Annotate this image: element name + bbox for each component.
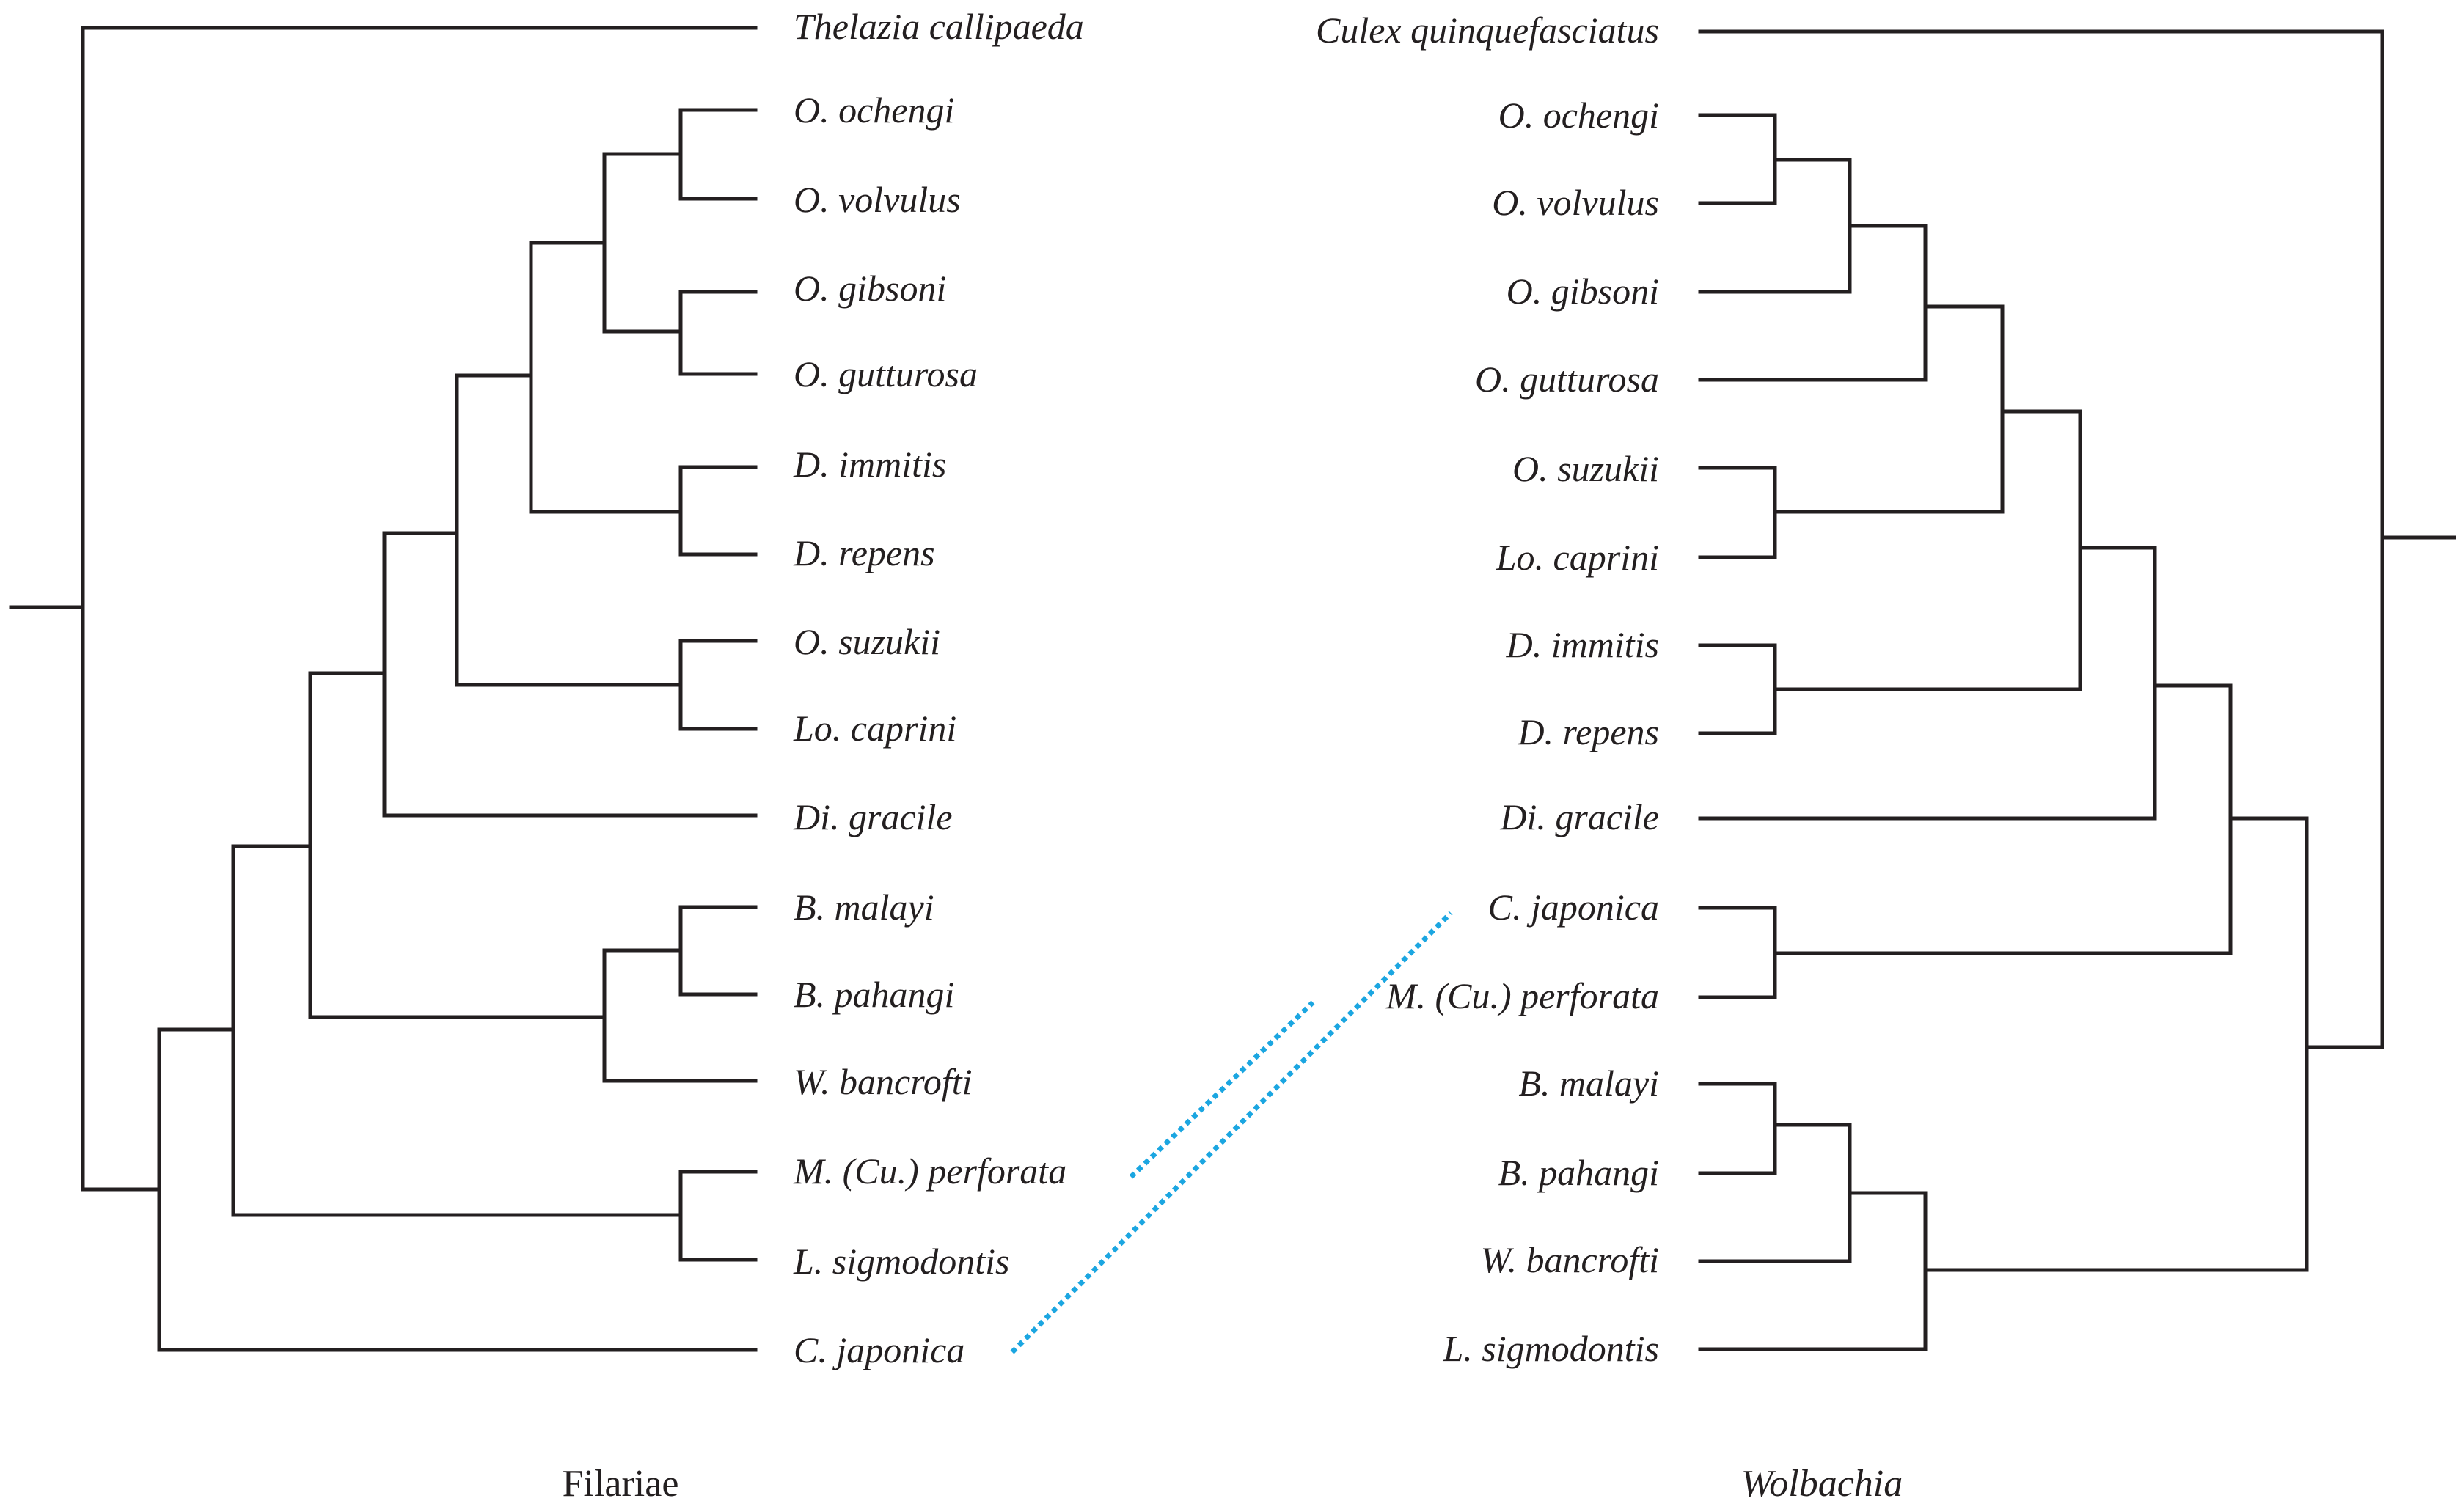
filariae-branch	[157, 1027, 758, 1352]
filariae-branch	[382, 531, 758, 818]
wolbachia-taxon-label: D. repens	[1517, 711, 1659, 752]
filariae-branch	[602, 152, 683, 334]
wolbachia-branch	[1698, 1082, 1777, 1175]
filariae-branch	[602, 948, 758, 1083]
filariae-taxon-label: Thelazia callipaeda	[794, 6, 1084, 47]
filariae-branch	[678, 639, 758, 731]
filariae-taxon-label: Lo. caprini	[793, 708, 956, 749]
wolbachia-branch	[1698, 29, 2384, 1049]
wolbachia-taxon-label: D. immitis	[1506, 624, 1659, 665]
wolbachia-branch	[1698, 466, 1777, 559]
filariae-taxon-label: O. ochengi	[794, 89, 954, 131]
filariae-branch	[529, 241, 683, 514]
filariae-branch	[81, 26, 758, 1192]
wolbachia-branch	[1698, 546, 2157, 821]
filariae-branch	[678, 290, 758, 376]
filariae-branch	[678, 1170, 758, 1262]
association-links	[1010, 911, 1453, 1354]
wolbachia-labels: Culex quinquefasciatus O. ochengi O. vol…	[1316, 10, 1659, 1369]
filariae-taxon-label: W. bancrofti	[794, 1061, 973, 1102]
filariae-taxon-label: B. pahangi	[794, 974, 954, 1015]
wolbachia-taxon-label: W. bancrofti	[1480, 1239, 1659, 1280]
wolbachia-branch	[1773, 304, 2005, 514]
wolbachia-branch	[1698, 224, 1928, 382]
filariae-branch	[678, 465, 758, 557]
filariae-taxon-label: C. japonica	[794, 1329, 964, 1370]
filariae-taxon-label: O. volvulus	[794, 179, 961, 220]
wolbachia-taxon-label: Di. gracile	[1499, 796, 1659, 837]
filariae-branch	[678, 905, 758, 997]
filariae-branch	[308, 671, 607, 1019]
wolbachia-branch	[1698, 643, 1777, 735]
wolbachia-taxon-label: O. suzukii	[1512, 448, 1659, 489]
filariae-taxon-label: B. malayi	[794, 887, 934, 928]
filariae-branch	[678, 108, 758, 201]
wolbachia-taxon-label: L. sigmodontis	[1442, 1328, 1659, 1369]
filariae-taxon-label: M. (Cu.) perforata	[793, 1150, 1066, 1192]
wolbachia-branch	[1698, 1123, 1852, 1263]
filariae-taxon-label: D. immitis	[793, 444, 946, 485]
filariae-taxon-label: D. repens	[793, 532, 935, 573]
filariae-taxon-label: O. gibsoni	[794, 268, 946, 309]
wolbachia-branch	[1698, 113, 1777, 205]
wolbachia-taxon-label: B. malayi	[1518, 1063, 1659, 1104]
filariae-tree	[9, 26, 758, 1352]
wolbachia-taxon-label: Lo. caprini	[1496, 537, 1659, 578]
wolbachia-taxon-label: O. gibsoni	[1507, 271, 1659, 312]
wolbachia-taxon-label: B. pahangi	[1498, 1152, 1659, 1193]
wolbachia-taxon-label: Culex quinquefasciatus	[1316, 10, 1659, 51]
wolbachia-taxon-label: O. ochengi	[1498, 95, 1659, 136]
wolbachia-branch	[1923, 816, 2309, 1272]
filariae-taxon-label: O. gutturosa	[794, 353, 978, 394]
wolbachia-title: Wolbachia	[1741, 1463, 1903, 1505]
wolbachia-branch	[1698, 158, 1852, 294]
filariae-taxon-label: L. sigmodontis	[793, 1241, 1010, 1282]
wolbachia-taxon-label: M. (Cu.) perforata	[1385, 975, 1659, 1016]
wolbachia-branch	[1773, 409, 2082, 691]
link-c-japonica	[1010, 911, 1453, 1354]
wolbachia-tree	[1698, 29, 2456, 1351]
link-m-perforata	[1129, 1000, 1315, 1179]
filariae-branch	[231, 844, 683, 1217]
filariae-branch	[455, 373, 683, 687]
wolbachia-branch	[1698, 1191, 1928, 1351]
wolbachia-taxon-label: O. volvulus	[1492, 182, 1659, 223]
filariae-taxon-label: Di. gracile	[793, 796, 953, 837]
filariae-taxon-label: O. suzukii	[794, 621, 940, 662]
wolbachia-taxon-label: O. gutturosa	[1475, 359, 1659, 400]
wolbachia-taxon-label: C. japonica	[1488, 887, 1659, 928]
wolbachia-branch	[1698, 906, 1777, 999]
filariae-labels: Thelazia callipaeda O. ochengi O. volvul…	[793, 6, 1084, 1370]
filariae-title: Filariae	[563, 1463, 679, 1505]
wolbachia-branch	[1773, 683, 2233, 955]
